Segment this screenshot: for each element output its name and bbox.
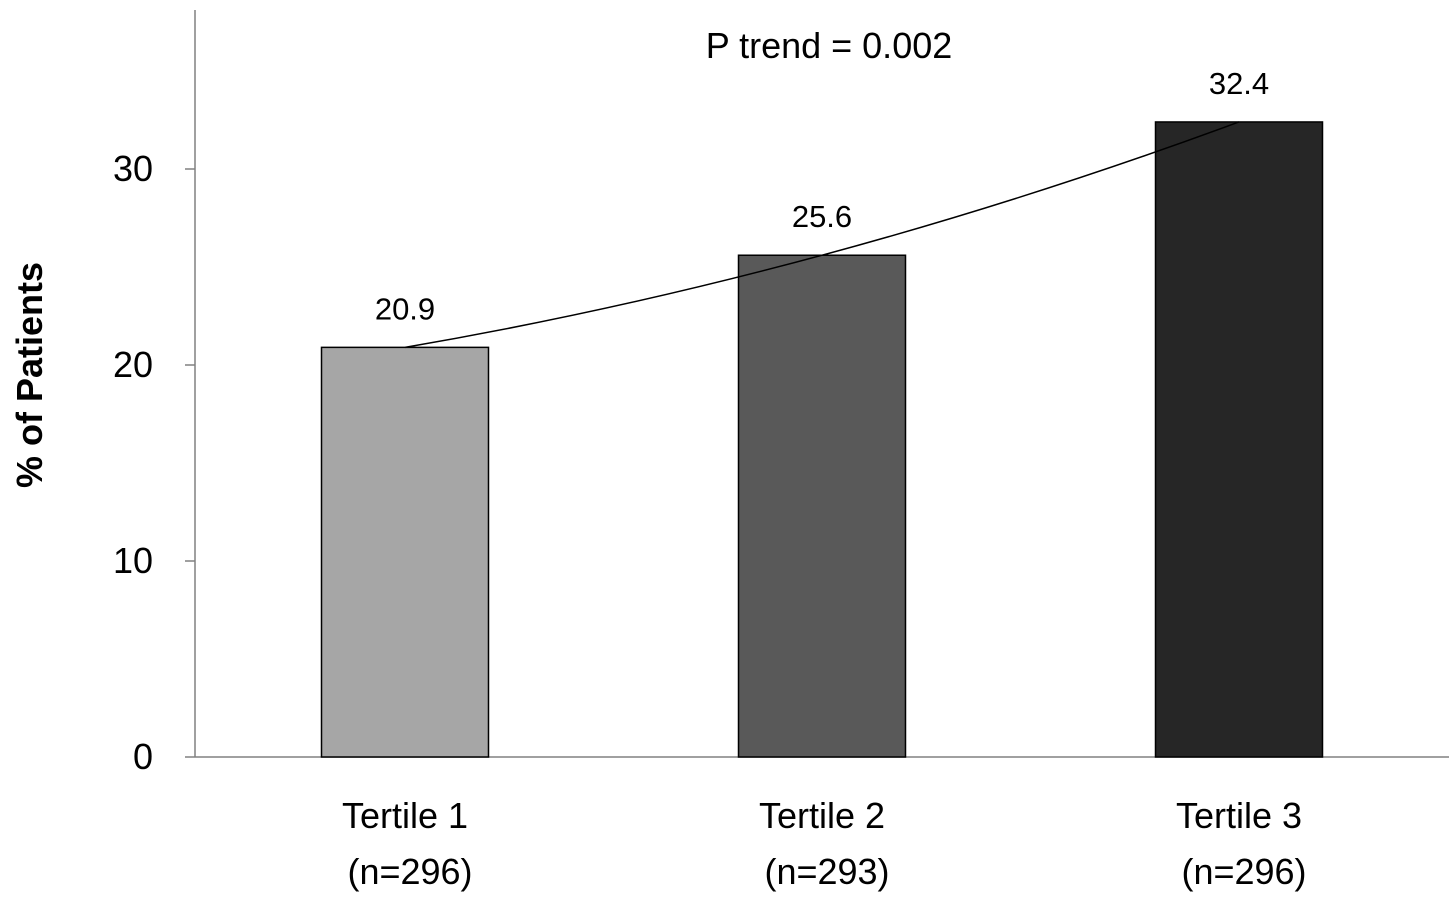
x-category-label: Tertile 2 xyxy=(759,795,885,836)
trend-line xyxy=(404,121,1240,349)
y-tick-label: 30 xyxy=(113,148,153,189)
bar-2 xyxy=(737,254,907,758)
x-category-sample-size: (n=296) xyxy=(1181,851,1306,892)
x-category-label: Tertile 3 xyxy=(1176,795,1302,836)
labels: 20.9 Tertile 1 (n=296) 25.6 Tertile 2 (n=293)… xyxy=(342,66,1307,892)
y-axis-label: % of Patients xyxy=(9,262,50,488)
bar-value-label: 25.6 xyxy=(792,199,852,234)
y-tick-label: 10 xyxy=(113,540,153,581)
x-category-sample-size: (n=293) xyxy=(764,851,889,892)
bar-3 xyxy=(1154,121,1324,758)
y-tick-label: 20 xyxy=(113,344,153,385)
y-tick-label: 0 xyxy=(133,736,153,777)
bar-value-label: 20.9 xyxy=(375,291,435,326)
bar-1 xyxy=(320,346,490,758)
p-trend-annotation: P trend = 0.002 xyxy=(706,25,953,66)
bars xyxy=(320,121,1324,758)
x-category-label: Tertile 1 xyxy=(342,795,468,836)
x-category-sample-size: (n=296) xyxy=(347,851,472,892)
bar-value-label: 32.4 xyxy=(1209,66,1269,101)
